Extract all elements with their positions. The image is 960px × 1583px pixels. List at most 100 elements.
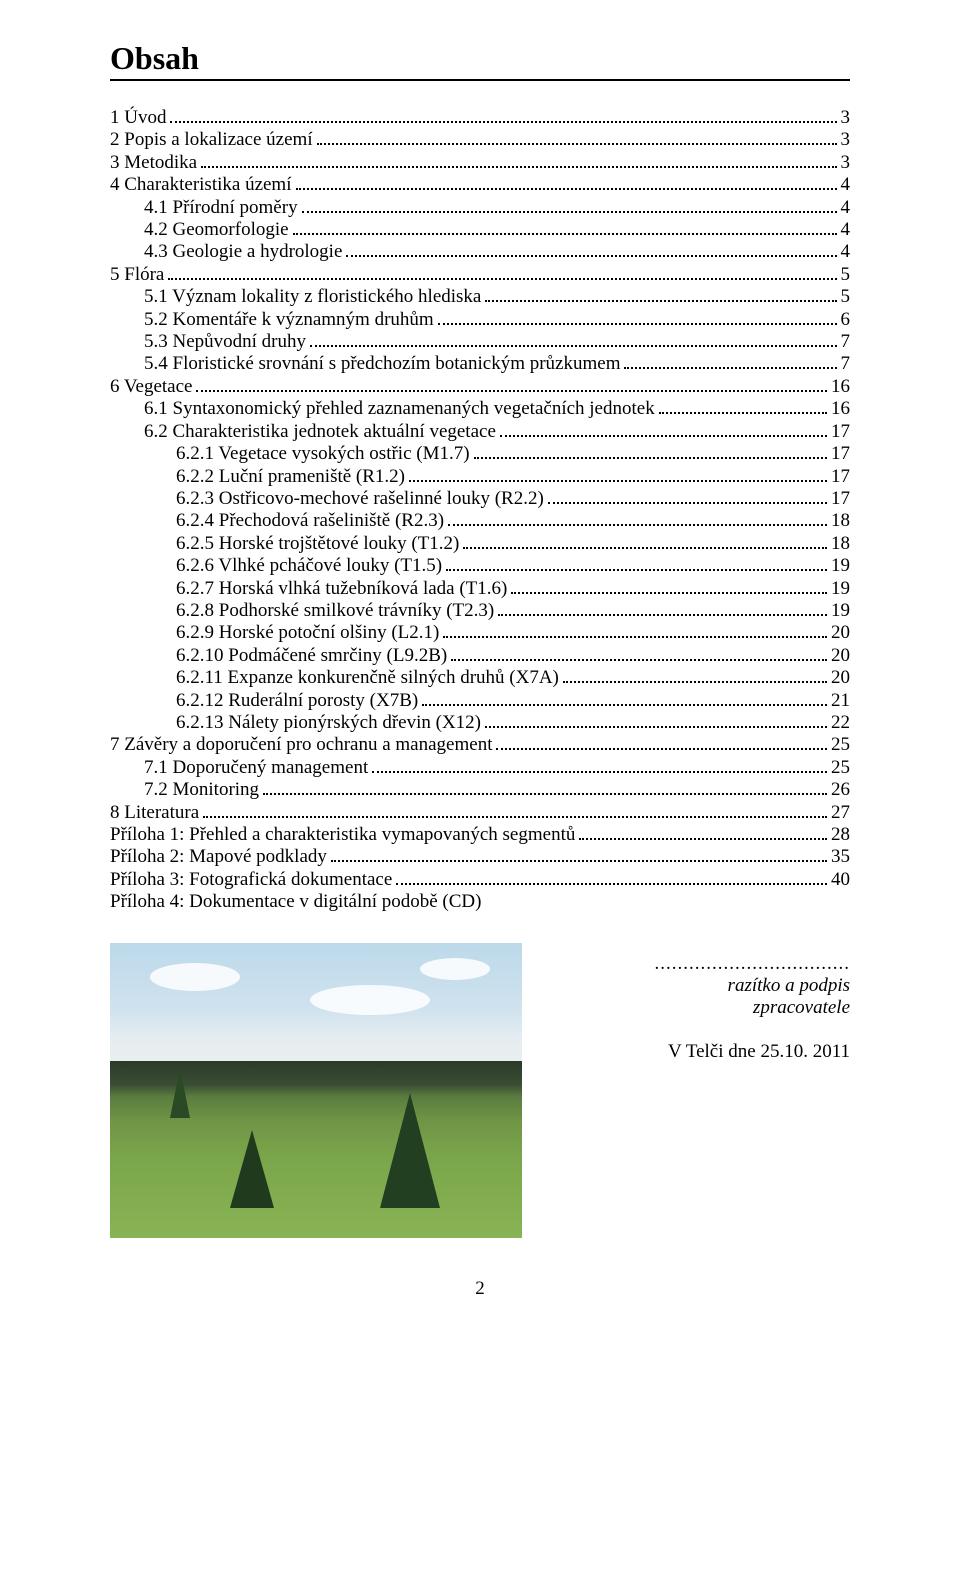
toc-leader-dots (563, 681, 827, 683)
toc-entry-label: 6 Vegetace (110, 376, 192, 398)
toc-entry-page: 19 (831, 555, 850, 577)
toc-entry: 6.2.7 Horská vlhká tužebníková lada (T1.… (110, 578, 850, 600)
toc-entry: 6.2.9 Horské potoční olšiny (L2.1) 20 (110, 622, 850, 644)
toc-leader-dots (500, 435, 827, 437)
toc-entry: 6.2.13 Nálety pionýrských dřevin (X12) 2… (110, 712, 850, 734)
toc-leader-dots (511, 592, 827, 594)
toc-entry-page: 4 (841, 197, 851, 219)
toc-entry-label: 4.2 Geomorfologie (144, 219, 289, 241)
toc-entry-label: 6.2.8 Podhorské smilkové trávníky (T2.3) (176, 600, 494, 622)
toc-entry: 6.2.12 Ruderální porosty (X7B) 21 (110, 690, 850, 712)
toc-entry-page: 17 (831, 443, 850, 465)
toc-entry-label: 7 Závěry a doporučení pro ochranu a mana… (110, 734, 492, 756)
toc-leader-dots (446, 569, 827, 571)
toc-entry: 7.2 Monitoring 26 (110, 779, 850, 801)
toc-leader-dots (659, 412, 827, 414)
toc-entry-page: 17 (831, 488, 850, 510)
toc-leader-dots (310, 345, 836, 347)
toc-leader-dots (396, 883, 827, 885)
toc-entry: 6.2.11 Expanze konkurenčně silných druhů… (110, 667, 850, 689)
toc-entry-label: 6.2.1 Vegetace vysokých ostřic (M1.7) (176, 443, 470, 465)
toc-leader-dots (579, 838, 827, 840)
toc-leader-dots (201, 166, 836, 168)
toc-leader-dots (372, 771, 827, 773)
toc-entry: 6 Vegetace 16 (110, 376, 850, 398)
toc-leader-dots (293, 233, 837, 235)
toc-entry: 5.2 Komentáře k významným druhům 6 (110, 309, 850, 331)
toc-entry-page: 20 (831, 667, 850, 689)
toc-entry: Příloha 1: Přehled a charakteristika vym… (110, 824, 850, 846)
toc-entry-label: 6.2.4 Přechodová rašeliniště (R2.3) (176, 510, 444, 532)
toc-entry-label: 5.2 Komentáře k významným druhům (144, 309, 434, 331)
toc-entry-label: 6.2.2 Luční prameniště (R1.2) (176, 466, 405, 488)
toc-entry-label: 6.2.6 Vlhké pcháčové louky (T1.5) (176, 555, 442, 577)
toc-leader-dots (498, 614, 827, 616)
toc-entry-label: 6.2.5 Horské trojštětové louky (T1.2) (176, 533, 459, 555)
toc-entry: 5 Flóra 5 (110, 264, 850, 286)
toc-entry: 7 Závěry a doporučení pro ochranu a mana… (110, 734, 850, 756)
toc-entry-label: 4.3 Geologie a hydrologie (144, 241, 342, 263)
toc-leader-dots (263, 793, 827, 795)
toc-entry: 8 Literatura 27 (110, 802, 850, 824)
toc-entry-page: 19 (831, 578, 850, 600)
toc-entry: 7.1 Doporučený management 25 (110, 757, 850, 779)
toc-entry-label: 6.2.12 Ruderální porosty (X7B) (176, 690, 418, 712)
toc-entry: 6.2.2 Luční prameniště (R1.2) 17 (110, 466, 850, 488)
toc-entry-label: 6.2.7 Horská vlhká tužebníková lada (T1.… (176, 578, 507, 600)
toc-entry-page: 25 (831, 734, 850, 756)
signature-block: .................................. razít… (522, 943, 850, 1063)
toc-entry-label: 6.2.13 Nálety pionýrských dřevin (X12) (176, 712, 481, 734)
signature-label-2: zpracovatele (522, 997, 850, 1019)
toc-entry-label: 7.2 Monitoring (144, 779, 259, 801)
toc-entry-page: 35 (831, 846, 850, 868)
toc-entry: 5.1 Význam lokality z floristického hled… (110, 286, 850, 308)
toc-entry-page: 20 (831, 622, 850, 644)
toc-entry-label: 5.4 Floristické srovnání s předchozím bo… (144, 353, 620, 375)
toc-entry-label: 7.1 Doporučený management (144, 757, 368, 779)
toc-entry: 5.4 Floristické srovnání s předchozím bo… (110, 353, 850, 375)
page-title: Obsah (110, 40, 850, 81)
toc-entry-page: 18 (831, 533, 850, 555)
toc-entry-label: 6.2.10 Podmáčené smrčiny (L9.2B) (176, 645, 447, 667)
toc-entry: 5.3 Nepůvodní druhy 7 (110, 331, 850, 353)
toc-leader-dots (302, 211, 837, 213)
signature-label-1: razítko a podpis (522, 975, 850, 997)
toc-entry-page: 20 (831, 645, 850, 667)
toc-entry: 2 Popis a lokalizace území 3 (110, 129, 850, 151)
toc-entry-page: 5 (841, 264, 851, 286)
toc-leader-dots (443, 636, 827, 638)
toc-entry: 4.1 Přírodní poměry 4 (110, 197, 850, 219)
toc-entry: Příloha 2: Mapové podklady 35 (110, 846, 850, 868)
toc-entry-label: 6.2.11 Expanze konkurenčně silných druhů… (176, 667, 559, 689)
toc-leader-dots (170, 121, 836, 123)
toc-entry-page: 4 (841, 241, 851, 263)
toc-entry-page: 16 (831, 398, 850, 420)
toc-leader-dots (331, 860, 827, 862)
toc-entry: 6.2.3 Ostřicovo-mechové rašelinné louky … (110, 488, 850, 510)
toc-leader-dots (548, 502, 827, 504)
toc-entry-label: 6.2 Charakteristika jednotek aktuální ve… (144, 421, 496, 443)
toc-entry-page: 5 (841, 286, 851, 308)
toc-leader-dots (317, 143, 837, 145)
toc-entry-label: 1 Úvod (110, 107, 166, 129)
toc-leader-dots (451, 659, 827, 661)
toc-leader-dots (409, 480, 827, 482)
toc-entry-label: 3 Metodika (110, 152, 197, 174)
toc-entry-label: 2 Popis a lokalizace území (110, 129, 313, 151)
toc-entry-page: 4 (841, 219, 851, 241)
toc-entry-page: 6 (841, 309, 851, 331)
toc-entry-page: 3 (841, 129, 851, 151)
toc-entry-page: 22 (831, 712, 850, 734)
toc-leader-dots (196, 390, 827, 392)
toc-entry: 4 Charakteristika území 4 (110, 174, 850, 196)
signature-date: V Telči dne 25.10. 2011 (522, 1041, 850, 1063)
toc-entry-page: 3 (841, 152, 851, 174)
toc-entry: 6.2.4 Přechodová rašeliniště (R2.3) 18 (110, 510, 850, 532)
toc-entry: 6.2.1 Vegetace vysokých ostřic (M1.7) 17 (110, 443, 850, 465)
toc-leader-dots (485, 726, 827, 728)
toc-leader-dots (168, 278, 836, 280)
toc-entry: 4.3 Geologie a hydrologie 4 (110, 241, 850, 263)
toc-entry-page: 17 (831, 466, 850, 488)
toc-entry: 4.2 Geomorfologie 4 (110, 219, 850, 241)
toc-leader-dots (296, 188, 837, 190)
